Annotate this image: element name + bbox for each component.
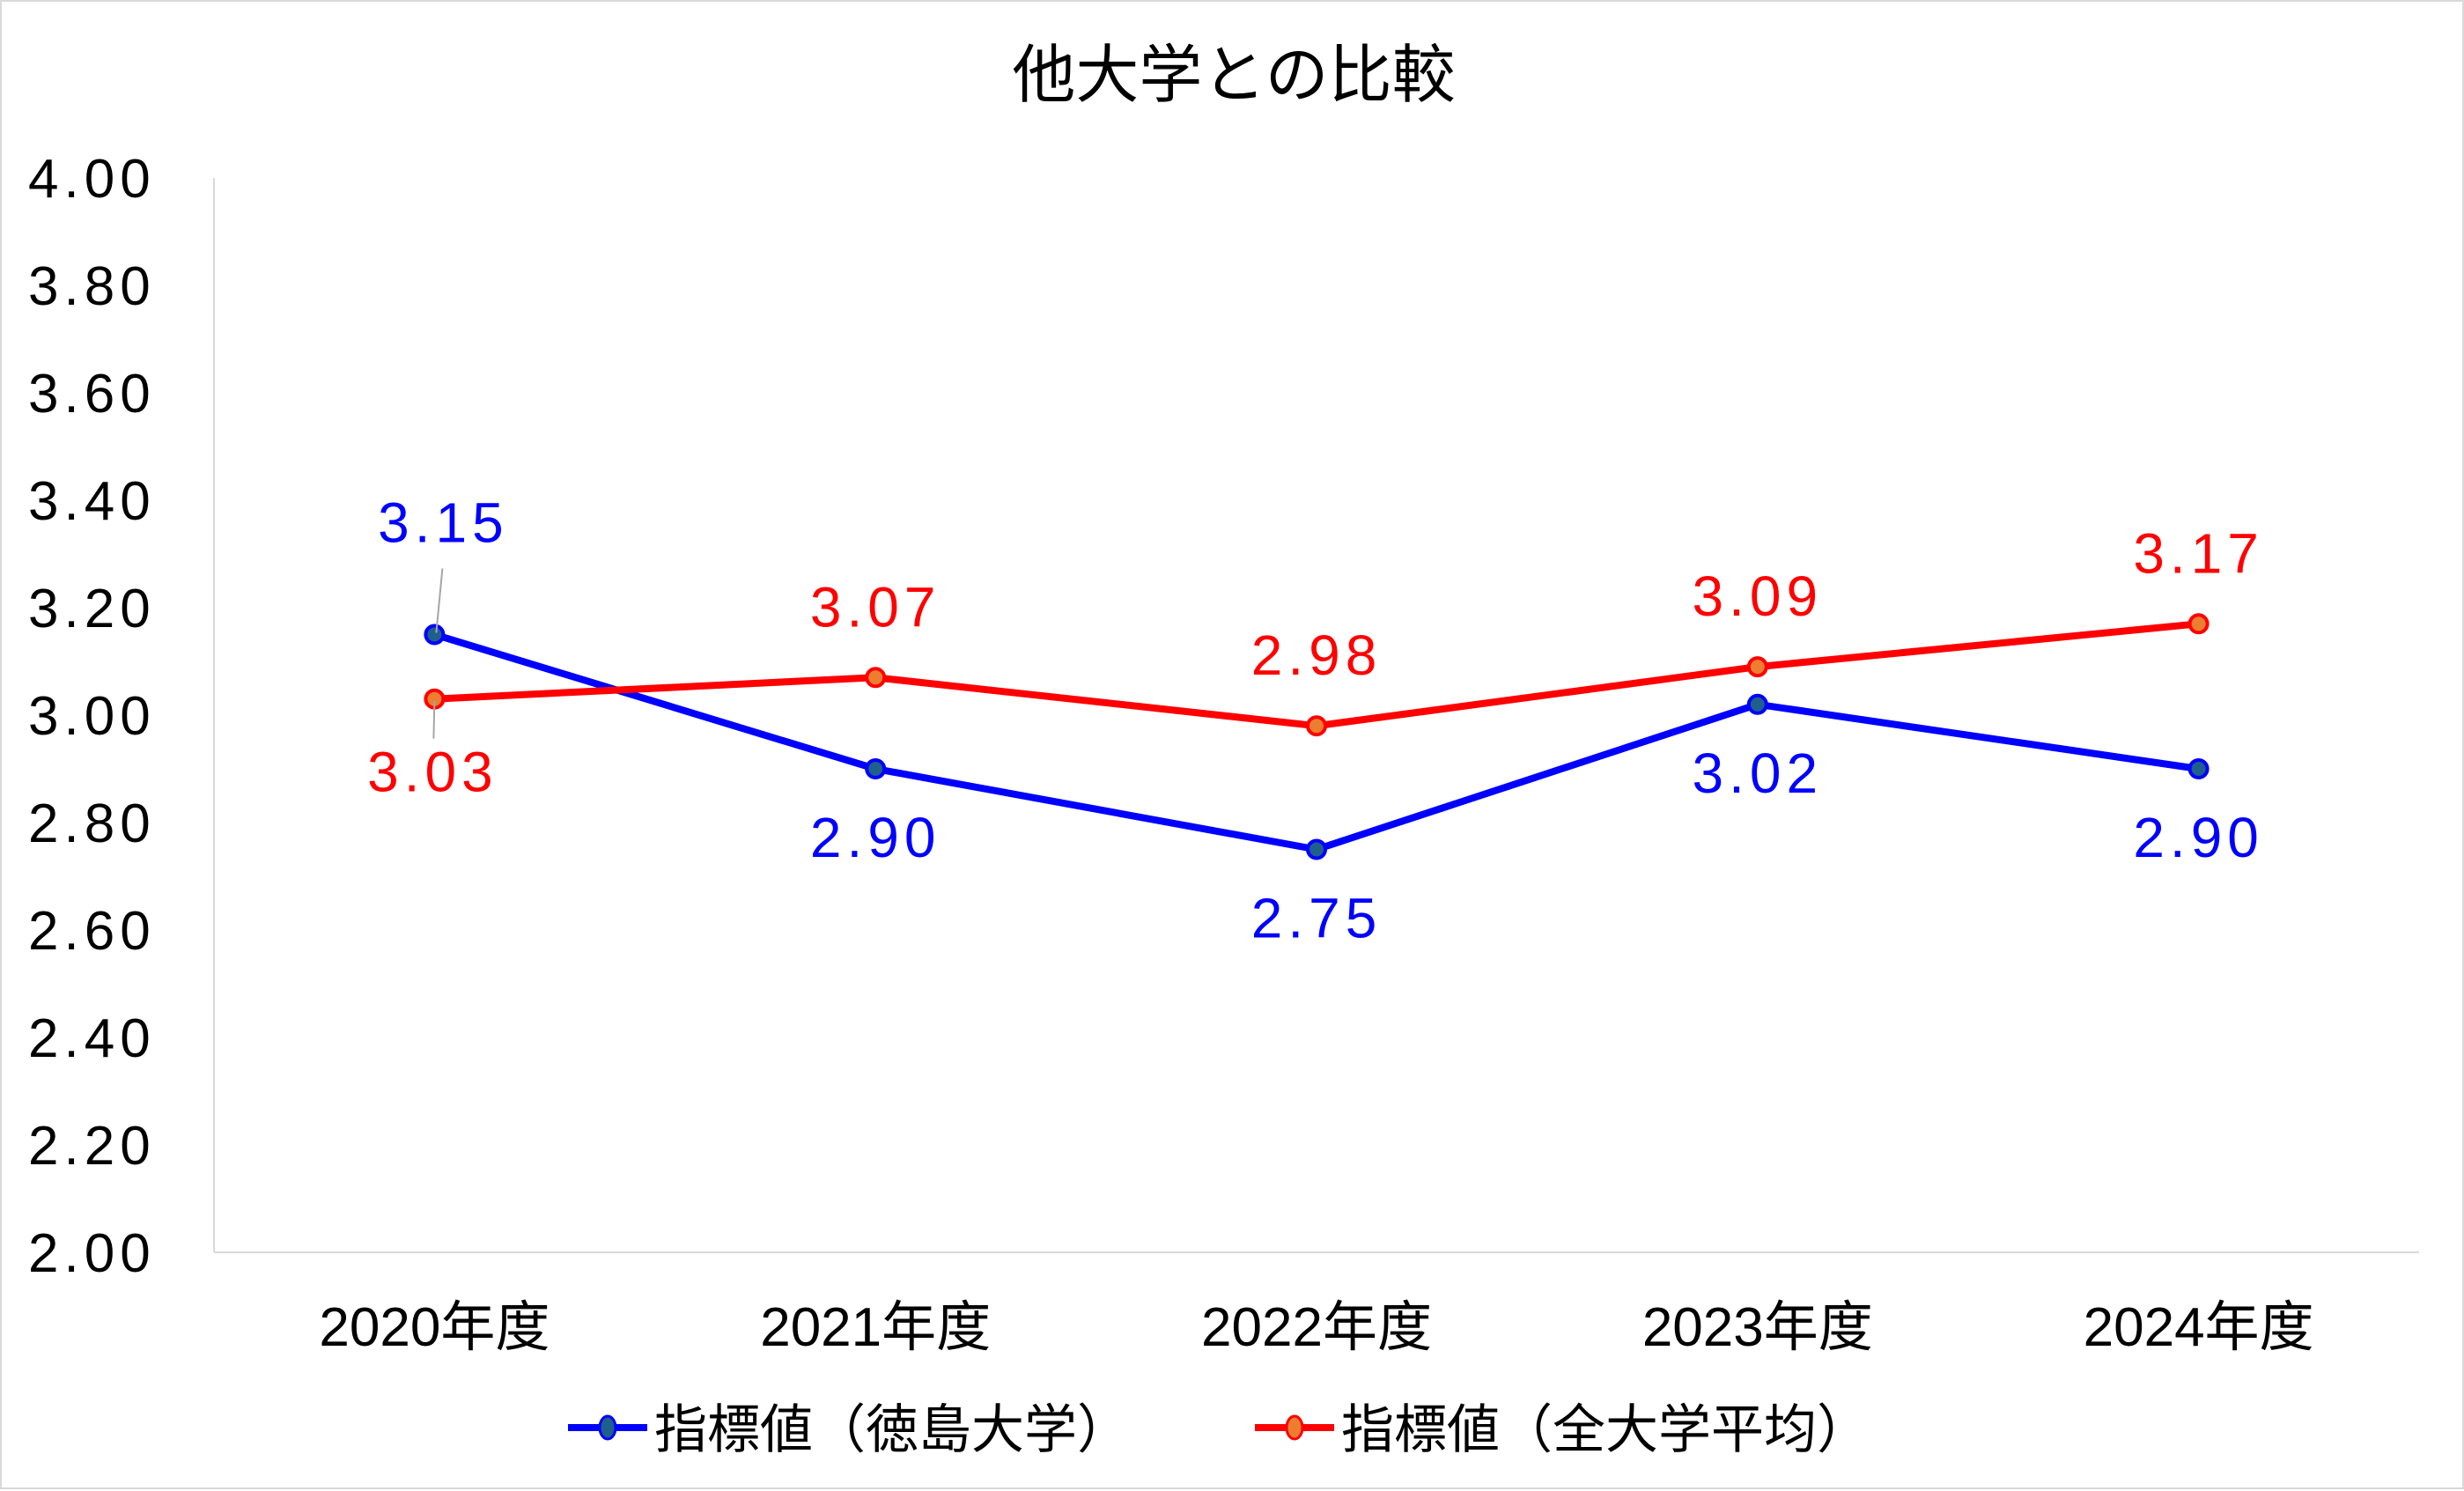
x-tick-label: 2023年度 (1642, 1297, 1873, 1358)
data-point (2187, 758, 2209, 779)
leader-line (432, 700, 436, 739)
data-point (865, 667, 887, 689)
data-point (865, 758, 887, 779)
y-tick-label: 2.60 (28, 901, 156, 962)
y-tick-label: 3.80 (28, 256, 156, 317)
y-tick-label: 3.20 (28, 579, 156, 639)
data-label: 2.75 (1251, 887, 1383, 950)
y-tick-label: 2.40 (28, 1008, 156, 1069)
y-tick-label: 2.00 (28, 1223, 156, 1284)
data-label: 2.98 (1251, 624, 1383, 687)
data-point (2187, 613, 2209, 635)
y-tick-label: 3.00 (28, 686, 156, 747)
legend-label: 指標値（徳島大学） (654, 1400, 1130, 1459)
data-label: 3.15 (378, 491, 509, 555)
legend-item-0: 指標値（徳島大学） (568, 1400, 1130, 1459)
data-point (1746, 656, 1768, 678)
data-point (424, 624, 446, 646)
data-label: 3.17 (2133, 521, 2264, 585)
legend-marker (1285, 1414, 1304, 1441)
data-label: 2.90 (2133, 806, 2264, 869)
legend-item-1: 指標値（全大学平均） (1255, 1400, 1870, 1459)
y-tick-label: 3.60 (28, 364, 156, 424)
y-tick-label: 2.80 (28, 793, 156, 854)
x-tick-label: 2024年度 (2084, 1297, 2314, 1358)
data-label: 3.03 (367, 741, 498, 804)
legend-marker (598, 1414, 617, 1441)
data-point (1746, 693, 1768, 715)
data-point (1306, 715, 1327, 737)
x-tick-label: 2022年度 (1201, 1297, 1432, 1358)
data-label: 3.02 (1693, 742, 1824, 805)
legend-label: 指標値（全大学平均） (1341, 1400, 1870, 1459)
x-tick-label: 2021年度 (760, 1297, 991, 1358)
data-label: 2.90 (810, 806, 941, 869)
y-tick-label: 2.20 (28, 1116, 156, 1177)
x-tick-label: 2020年度 (319, 1297, 550, 1358)
y-tick-label: 3.40 (28, 471, 156, 532)
data-label: 3.07 (810, 575, 941, 638)
data-point (1306, 838, 1327, 860)
leader-line (435, 568, 444, 633)
y-tick-label: 4.00 (28, 149, 156, 210)
data-label: 3.09 (1693, 565, 1824, 628)
chart-title: 他大学との比較 (1012, 41, 1455, 111)
